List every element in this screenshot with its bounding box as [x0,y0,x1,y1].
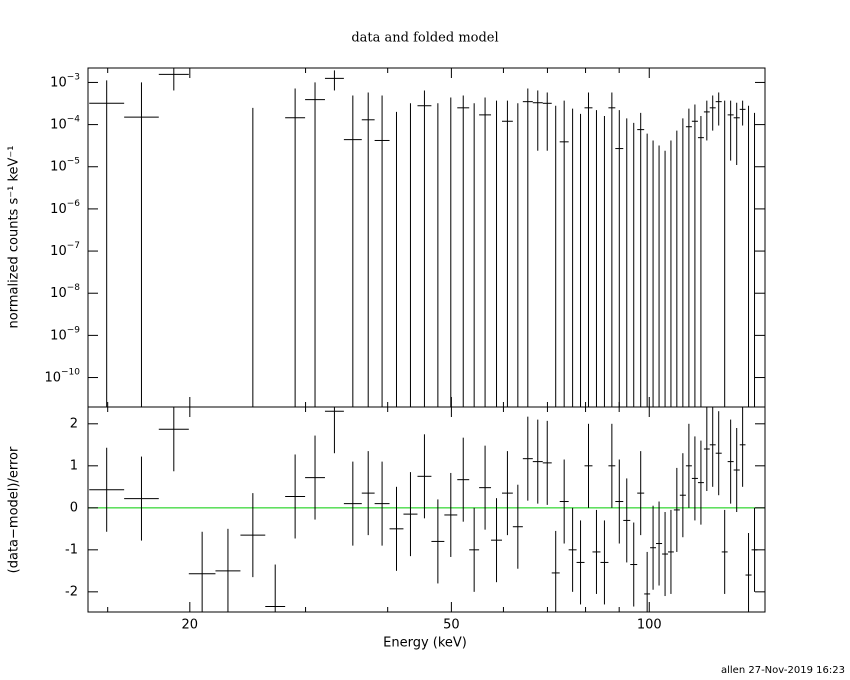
x-axis-label: Energy (keV) [383,636,467,651]
x-tick-label: 50 [443,618,460,633]
x-tick-label: 100 [637,618,662,633]
y-tick-base: 10 [50,328,67,343]
y-tick-base: 10 [50,159,67,174]
plot-frame [87,406,766,613]
y-tick-label: 1 [70,458,78,473]
plot-area [89,68,756,407]
y-tick-exponent: −5 [67,156,80,166]
x-tick-label: 20 [182,618,199,633]
y-tick-label: 10−6 [50,198,80,216]
y-tick-label: -1 [65,542,78,557]
y-tick-label: 10−4 [50,114,80,132]
y-tick-label: 2 [70,416,78,431]
chart-title: data and folded model [351,31,498,46]
y-axis-label: normalized counts s⁻¹ keV⁻¹ [7,146,22,329]
plot-frame [87,67,766,408]
y-tick-exponent: −7 [67,241,80,251]
y-tick-exponent: −3 [67,72,80,82]
y-tick-label: 10−7 [50,241,80,259]
y-tick-exponent: −4 [67,114,81,124]
y-tick-base: 10 [44,370,61,385]
y-tick-base: 10 [50,286,67,301]
y-tick-base: 10 [50,75,67,90]
y-tick-label: -2 [65,584,78,599]
y-tick-label: 10−10 [44,367,80,385]
y-tick-base: 10 [50,244,67,259]
y-tick-label: 10−5 [50,156,80,174]
y-tick-exponent: −6 [67,198,81,208]
y-tick-label: 0 [70,500,78,515]
y-tick-base: 10 [50,201,67,216]
y-axis-label: (data−model)/error [7,446,22,573]
y-tick-label: 10−8 [50,283,80,301]
y-tick-label: 10−3 [50,72,80,90]
y-tick-base: 10 [50,117,67,132]
plot-area [88,407,765,612]
y-tick-exponent: −8 [67,283,81,293]
y-tick-exponent: −9 [67,325,81,335]
y-tick-label: 10−9 [50,325,80,343]
y-tick-exponent: −10 [61,367,80,377]
footer: allen 27-Nov-2019 16:23 [721,665,845,676]
